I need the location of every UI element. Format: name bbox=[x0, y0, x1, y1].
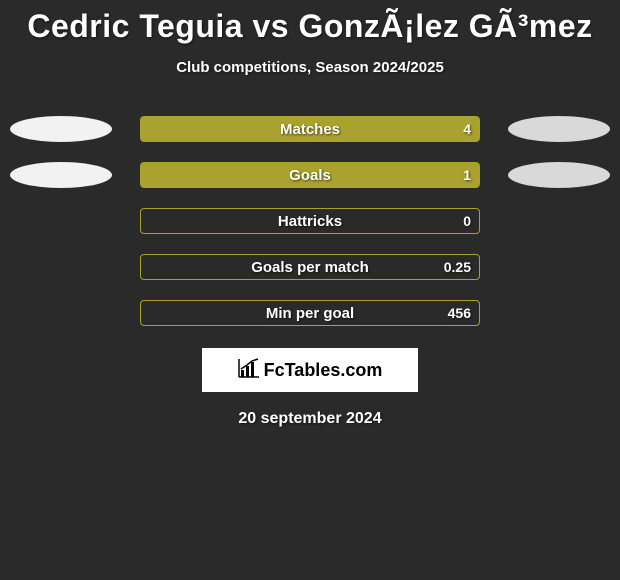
subtitle: Club competitions, Season 2024/2025 bbox=[0, 59, 620, 76]
stat-rows: Matches4Goals1Hattricks0Goals per match0… bbox=[0, 116, 620, 326]
stat-row: Hattricks0 bbox=[0, 208, 620, 234]
left-ellipse bbox=[10, 116, 112, 142]
bar-label: Hattricks bbox=[141, 209, 479, 233]
bar-label: Matches bbox=[141, 117, 479, 141]
right-ellipse-placeholder bbox=[508, 254, 610, 280]
bar-value: 0 bbox=[463, 209, 471, 233]
left-ellipse-placeholder bbox=[10, 208, 112, 234]
bar-value: 0.25 bbox=[444, 255, 471, 279]
stat-row: Min per goal456 bbox=[0, 300, 620, 326]
chart-icon bbox=[238, 358, 260, 383]
bar-track: Min per goal456 bbox=[140, 300, 480, 326]
left-ellipse-placeholder bbox=[10, 300, 112, 326]
right-ellipse-placeholder bbox=[508, 300, 610, 326]
stats-card: Cedric Teguia vs GonzÃ¡lez GÃ³mez Club c… bbox=[0, 0, 620, 428]
right-ellipse-placeholder bbox=[508, 208, 610, 234]
right-ellipse bbox=[508, 162, 610, 188]
logo-text: FcTables.com bbox=[264, 360, 383, 381]
bar-value: 456 bbox=[448, 301, 471, 325]
right-ellipse bbox=[508, 116, 610, 142]
bar-track: Hattricks0 bbox=[140, 208, 480, 234]
bar-track: Matches4 bbox=[140, 116, 480, 142]
date: 20 september 2024 bbox=[0, 410, 620, 428]
bar-label: Min per goal bbox=[141, 301, 479, 325]
left-ellipse-placeholder bbox=[10, 254, 112, 280]
stat-row: Goals1 bbox=[0, 162, 620, 188]
stat-row: Goals per match0.25 bbox=[0, 254, 620, 280]
left-ellipse bbox=[10, 162, 112, 188]
bar-label: Goals bbox=[141, 163, 479, 187]
bar-track: Goals1 bbox=[140, 162, 480, 188]
bar-value: 1 bbox=[463, 163, 471, 187]
bar-label: Goals per match bbox=[141, 255, 479, 279]
bar-track: Goals per match0.25 bbox=[140, 254, 480, 280]
page-title: Cedric Teguia vs GonzÃ¡lez GÃ³mez bbox=[0, 8, 620, 45]
bar-value: 4 bbox=[463, 117, 471, 141]
logo-box: FcTables.com bbox=[202, 348, 418, 392]
stat-row: Matches4 bbox=[0, 116, 620, 142]
